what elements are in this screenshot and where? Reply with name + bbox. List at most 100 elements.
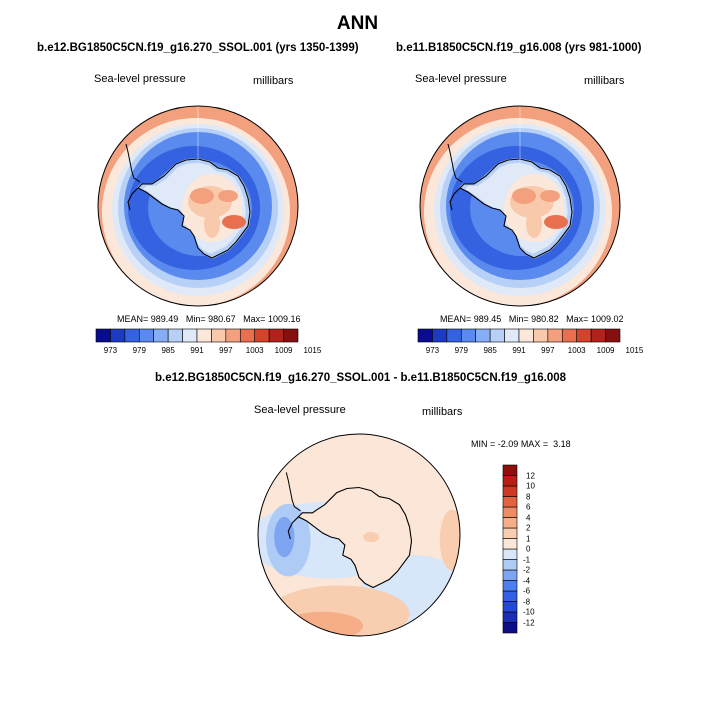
- colorbar-box: [182, 328, 198, 343]
- colorbar-box: [605, 328, 621, 343]
- difference-variable-label: Sea-level pressure: [254, 404, 346, 416]
- panel1-map: [97, 105, 299, 307]
- colorbar-box: [502, 475, 518, 487]
- panel1-units-label: millibars: [253, 75, 294, 87]
- colorbar-box: [167, 328, 183, 343]
- colorbar-tick-label: 1003: [567, 346, 586, 355]
- colorbar-tick-label: 997: [219, 346, 233, 355]
- panel1-min: 980.67: [208, 314, 236, 324]
- difference-colorbar: [502, 464, 518, 634]
- colorbar-box: [211, 328, 227, 343]
- colorbar-box: [268, 328, 284, 343]
- panel2-mean: 989.45: [473, 314, 502, 324]
- colorbar-box: [502, 569, 518, 581]
- colorbar-box: [502, 485, 518, 497]
- colorbar-box: [502, 527, 518, 539]
- peninsula-coastline: [127, 187, 139, 211]
- field-peak-west: [512, 188, 536, 204]
- colorbar-tick-label: 12: [526, 471, 535, 480]
- colorbar-tick-label: -4: [523, 576, 531, 585]
- difference-map: [257, 433, 461, 637]
- map-field: [420, 106, 620, 306]
- colorbar-tick-label: 973: [425, 346, 440, 355]
- colorbar-tick-label: 997: [541, 346, 555, 355]
- colorbar-box: [502, 580, 518, 592]
- antarctica-coastline: [459, 158, 573, 259]
- panel2-map: [419, 105, 621, 307]
- colorbar-tick-label: -8: [523, 597, 531, 606]
- diff-band-pos-east: [439, 509, 460, 571]
- panel1-variable-label: Sea-level pressure: [94, 73, 186, 85]
- field-peak-east: [222, 215, 246, 229]
- panel1-min-label: Min=: [185, 314, 206, 324]
- colorbar-box: [138, 328, 155, 343]
- colorbar-tick-label: 1015: [303, 346, 322, 355]
- south-america-coastline: [447, 143, 463, 183]
- map-border: [257, 433, 461, 637]
- colorbar-tick-label: 985: [483, 346, 497, 355]
- colorbar-box: [502, 506, 518, 518]
- colorbar-box: [95, 328, 111, 343]
- difference-min-label: MIN =: [471, 439, 496, 449]
- colorbar-tick-label: 979: [454, 346, 468, 355]
- colorbar-tick-label: -12: [523, 618, 535, 627]
- figure-title: ANN: [336, 13, 379, 34]
- colorbar-tick-label: 1015: [625, 346, 644, 355]
- colorbar-box: [533, 328, 549, 343]
- peninsula-coastline: [287, 516, 299, 540]
- diff-patch-interior: [363, 531, 380, 543]
- colorbar-box: [239, 328, 256, 343]
- colorbar-box: [283, 328, 299, 343]
- field-ridge: [204, 210, 220, 238]
- field-peak-north: [540, 190, 560, 202]
- colorbar-box: [576, 328, 592, 343]
- panel2-mean-label: MEAN=: [440, 314, 472, 324]
- panel1-colorbar-ticks: 973 979 985 991 997 1003 1009 1015: [96, 346, 322, 358]
- colorbar-box: [502, 496, 518, 508]
- colorbar-box: [502, 517, 518, 529]
- difference-max: 3.18: [553, 439, 571, 449]
- colorbar-box: [432, 328, 448, 343]
- panel2-colorbar: [417, 328, 621, 343]
- colorbar-box: [460, 328, 477, 343]
- colorbar-tick-label: -1: [523, 555, 531, 564]
- colorbar-tick-label: 1009: [596, 346, 615, 355]
- field-ridge: [526, 210, 542, 238]
- panel1-colorbar: [95, 328, 299, 343]
- colorbar-tick-label: 8: [526, 492, 531, 501]
- colorbar-box: [225, 328, 241, 343]
- map-border: [97, 105, 299, 307]
- map-border: [419, 105, 621, 307]
- panel1-case-title: b.e12.BG1850C5CN.f19_g16.270_SSOL.001 (y…: [37, 42, 359, 54]
- colorbar-box: [489, 328, 505, 343]
- colorbar-tick-label: 1009: [274, 346, 293, 355]
- colorbar-box: [547, 328, 563, 343]
- difference-title: b.e12.BG1850C5CN.f19_g16.270_SSOL.001 - …: [155, 372, 567, 384]
- difference-colorbar-ticks: -12 -10 -8 -6 -4 -2 -1 0 1 2 4 6 8 10 12: [523, 465, 553, 633]
- colorbar-tick-label: 991: [512, 346, 526, 355]
- difference-min: -2.09: [497, 439, 519, 449]
- colorbar-tick-label: 991: [190, 346, 204, 355]
- colorbar-tick-label: 4: [526, 513, 531, 522]
- panel2-colorbar-ticks: 973 979 985 991 997 1003 1009 1015: [418, 346, 644, 358]
- colorbar-box: [124, 328, 140, 343]
- colorbar-box: [502, 611, 518, 623]
- panel1-mean: 989.49: [150, 314, 179, 324]
- colorbar-tick-label: 1: [526, 534, 531, 543]
- colorbar-tick-label: 0: [526, 544, 531, 554]
- colorbar-box: [504, 328, 520, 343]
- panel1-max-label: Max=: [243, 314, 266, 324]
- colorbar-box: [417, 328, 433, 343]
- colorbar-tick-label: 6: [526, 502, 531, 512]
- diff-band-neg-2: [274, 516, 295, 558]
- colorbar-tick-label: 1003: [245, 346, 264, 355]
- colorbar-tick-label: -2: [523, 565, 531, 575]
- panel1-stats: MEAN= 989.49 Min= 980.67 Max= 1009.16: [117, 314, 300, 324]
- colorbar-box: [502, 601, 518, 613]
- colorbar-box: [590, 328, 606, 343]
- south-america-coastline: [125, 143, 141, 183]
- panel2-max-label: Max=: [566, 314, 589, 324]
- colorbar-box: [196, 328, 212, 343]
- colorbar-box: [502, 590, 518, 602]
